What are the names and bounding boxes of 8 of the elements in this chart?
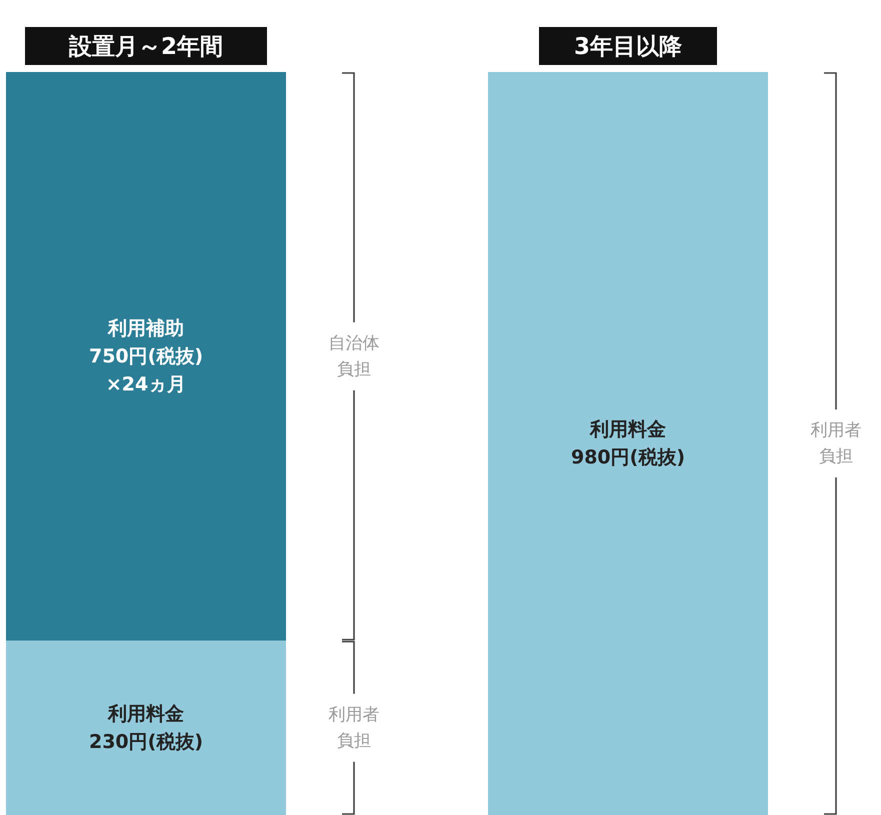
data-label: 利用料金 980円(税抜) — [570, 418, 686, 468]
x-tick-label: 3年目以降 — [574, 34, 683, 60]
annotation: 利用者負担 — [328, 704, 380, 751]
x-tick-label: 設置月～2年間 — [68, 34, 224, 60]
annotation: 自治体負担 — [328, 333, 380, 380]
annotation: 利用者負担 — [810, 420, 862, 466]
data-label: 利用料金 230円(税抜) — [88, 702, 204, 753]
data-label: 利用補助 750円(税抜) ×24ヵ月 — [88, 317, 204, 396]
